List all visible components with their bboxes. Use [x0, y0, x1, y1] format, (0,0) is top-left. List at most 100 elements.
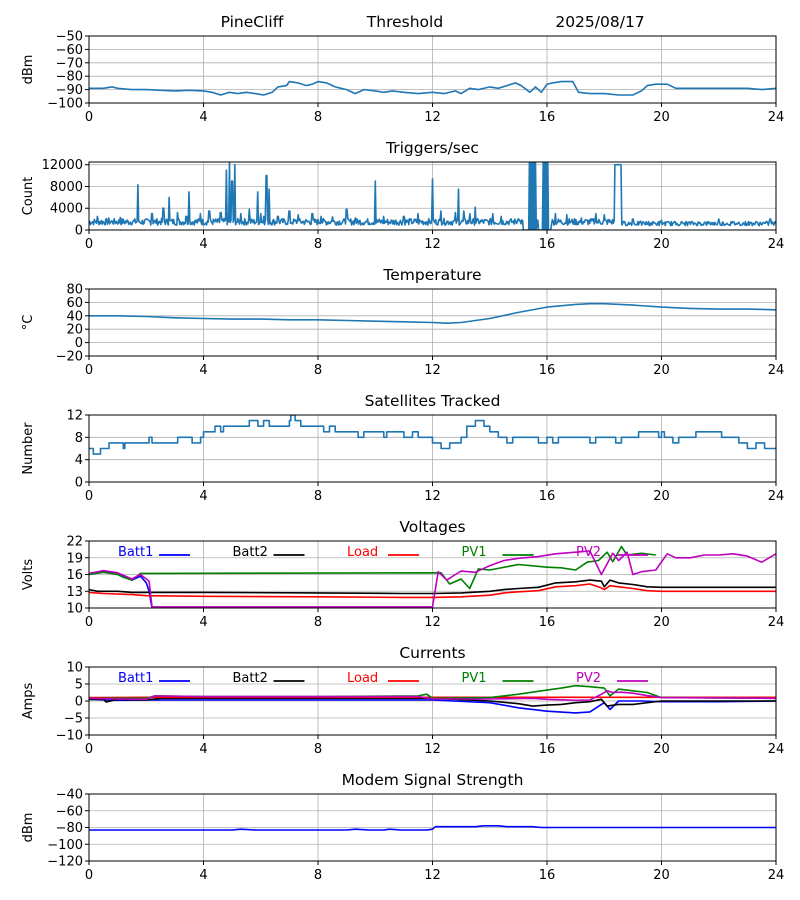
y-tick-label: 0: [75, 224, 83, 239]
panel-signal: 0 4 8 12 16 20 24 −100−90−80−70−60−50 dBm: [21, 30, 784, 126]
x-tick-label: 20: [653, 237, 670, 252]
x-tick-label: 8: [314, 489, 322, 504]
x-tick-label: 4: [199, 363, 207, 378]
series-line-pv2: [89, 550, 776, 608]
x-tick-label: 16: [539, 868, 556, 883]
x-tick-label: 4: [199, 742, 207, 757]
header-station: PineCliff: [221, 13, 284, 31]
x-tick-label: 24: [768, 868, 785, 883]
x-tick-label: 24: [768, 615, 785, 630]
y-tick-label: −120: [47, 855, 83, 870]
y-tick-label: 22: [66, 535, 83, 550]
legend-label-pv2: PV2: [576, 545, 601, 560]
series-line-pv1: [89, 545, 656, 590]
y-axis-label: Volts: [21, 559, 36, 591]
y-tick-label: 8000: [50, 180, 83, 195]
x-tick-label: 4: [199, 110, 207, 125]
y-tick-label: −10: [56, 729, 83, 744]
x-tick-label: 16: [539, 489, 556, 504]
y-tick-label: 80: [66, 283, 83, 298]
y-tick-label: 20: [66, 323, 83, 338]
x-tick-label: 20: [653, 742, 670, 757]
panel-title: Voltages: [399, 518, 465, 536]
x-tick-label: 8: [314, 868, 322, 883]
legend-label-load: Load: [347, 545, 378, 560]
y-tick-label: −100: [47, 97, 83, 112]
y-axis-label: Count: [21, 177, 36, 216]
x-tick-label: 12: [424, 363, 441, 378]
x-tick-label: 16: [539, 363, 556, 378]
x-tick-label: 16: [539, 110, 556, 125]
legend-label-load: Load: [347, 671, 378, 686]
panel-title: Modem Signal Strength: [342, 771, 524, 789]
y-tick-label: 40: [66, 309, 83, 324]
y-tick-label: 0: [75, 476, 83, 491]
panel-satellites: 0 4 8 12 16 20 24 0 4 8 12 Satellites Tracked Number: [21, 392, 784, 504]
panel-modem: 0 4 8 12 16 20 24 −120 −100 −80 −60−40 Modem Signal…: [21, 771, 784, 883]
y-tick-label: −80: [56, 821, 83, 836]
y-tick-label: 4000: [50, 202, 83, 217]
y-tick-label: −5: [64, 712, 83, 727]
x-tick-label: 16: [539, 615, 556, 630]
x-tick-label: 0: [85, 615, 93, 630]
series-line-modem: [89, 825, 776, 831]
x-tick-label: 8: [314, 742, 322, 757]
series-line-signal: [89, 80, 776, 96]
x-tick-label: 12: [424, 868, 441, 883]
x-tick-label: 24: [768, 237, 785, 252]
x-tick-label: 24: [768, 110, 785, 125]
x-tick-label: 12: [424, 110, 441, 125]
y-axis-label: Amps: [21, 682, 36, 719]
y-tick-label: 16: [66, 568, 83, 583]
y-axis-label: dBm: [21, 55, 36, 85]
x-tick-label: 0: [85, 489, 93, 504]
x-tick-label: 20: [653, 363, 670, 378]
x-tick-label: 4: [199, 489, 207, 504]
legend-label-batt2: Batt2: [233, 671, 268, 686]
x-tick-label: 16: [539, 237, 556, 252]
x-tick-label: 16: [539, 742, 556, 757]
panel-title: Triggers/sec: [385, 139, 479, 157]
x-tick-label: 0: [85, 237, 93, 252]
panel-title: Currents: [399, 644, 465, 662]
panel-title: Satellites Tracked: [365, 392, 501, 410]
x-tick-label: 20: [653, 615, 670, 630]
header-mode: Threshold: [366, 13, 443, 31]
y-tick-label: −60: [56, 43, 83, 58]
header-date: 2025/08/17: [555, 13, 644, 31]
series-line-load: [89, 583, 776, 599]
x-tick-label: 8: [314, 615, 322, 630]
x-tick-label: 4: [199, 615, 207, 630]
y-tick-label: 0: [75, 695, 83, 710]
y-tick-label: 12000: [42, 158, 83, 173]
series-line-temperature: [89, 302, 776, 324]
y-tick-label: −20: [56, 350, 83, 365]
y-tick-label: −80: [56, 70, 83, 85]
legend-label-batt2: Batt2: [233, 545, 268, 560]
x-tick-label: 0: [85, 363, 93, 378]
series-line-triggers: [89, 162, 776, 230]
x-tick-label: 0: [85, 110, 93, 125]
x-tick-label: 12: [424, 237, 441, 252]
x-tick-label: 24: [768, 489, 785, 504]
y-tick-label: −90: [56, 83, 83, 98]
y-tick-label: 13: [66, 585, 83, 600]
legend-label-pv2: PV2: [576, 671, 601, 686]
x-tick-label: 12: [424, 615, 441, 630]
x-tick-label: 20: [653, 868, 670, 883]
x-tick-label: 12: [424, 742, 441, 757]
series-line-batt1: [89, 570, 153, 608]
x-tick-label: 0: [85, 742, 93, 757]
y-tick-label: 10: [66, 661, 83, 676]
x-tick-label: 20: [653, 489, 670, 504]
x-tick-label: 8: [314, 237, 322, 252]
x-tick-label: 4: [199, 237, 207, 252]
y-tick-label: 12: [66, 409, 83, 424]
y-tick-label: −40: [56, 788, 83, 803]
y-tick-label: 8: [75, 431, 83, 446]
y-tick-label: 60: [66, 296, 83, 311]
